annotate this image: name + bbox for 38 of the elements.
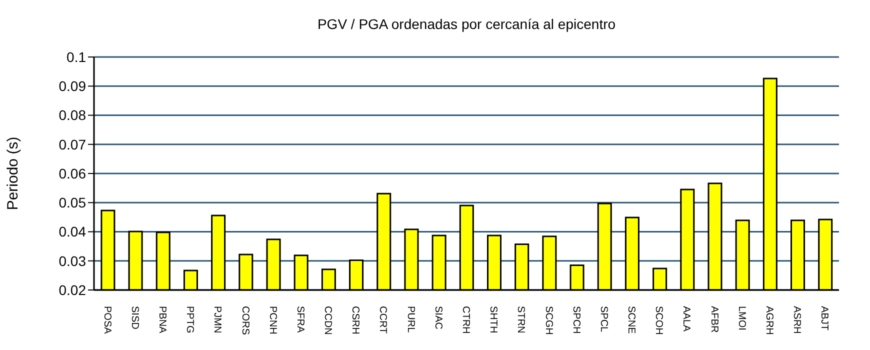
y-tick-label: 0.02 <box>58 282 86 298</box>
x-tick-label: SCNE <box>626 306 637 334</box>
x-tick-label: CSRH <box>350 306 361 334</box>
y-tick-label: 0.09 <box>58 78 86 94</box>
x-tick-label: CTRH <box>460 306 471 334</box>
x-tick-label: SCOH <box>653 306 664 335</box>
y-tick-label: 0.04 <box>58 224 86 240</box>
x-tick-label: SISD <box>128 306 140 330</box>
x-tick-label: CCRT <box>377 306 388 334</box>
x-tick-label: POSA <box>101 306 112 334</box>
x-tick-label: PBNA <box>156 306 168 334</box>
x-tick-label: PURL <box>404 306 416 334</box>
x-tick-label: AGRH <box>764 306 775 335</box>
x-tick-label: SPCL <box>598 306 609 333</box>
y-tick-label: 0.1 <box>66 48 86 65</box>
y-axis-title: Periodo (s) <box>4 136 22 210</box>
y-tick-label: 0.08 <box>58 107 86 124</box>
x-tick-label: SHTH <box>488 306 499 334</box>
y-tick-label: 0.05 <box>58 194 86 211</box>
x-tick-label: ASRH <box>791 306 802 334</box>
x-tick-label: PJMN <box>212 306 223 334</box>
x-tick-label: STRN <box>515 306 526 334</box>
x-tick-label: SPCH <box>570 306 582 334</box>
x-tick-label: SIAC <box>432 306 444 330</box>
x-tick-label: PPTG <box>184 306 196 334</box>
x-tick-label: AFBR <box>708 306 720 333</box>
y-tick-label: 0.07 <box>58 136 86 152</box>
x-tick-label: PCNH <box>266 306 278 334</box>
x-tick-label: ABJT <box>818 306 830 330</box>
chart-title: PGV / PGA ordenadas por cercanía al epicentro <box>316 16 617 32</box>
x-tick-label: LMOI <box>736 306 747 330</box>
x-tick-label: CCDN <box>322 306 334 335</box>
y-tick-label: 0.06 <box>58 165 86 182</box>
x-tick-label: SCGH <box>542 306 554 335</box>
x-tick-label: SFRA <box>294 306 306 333</box>
x-tick-label: CORS <box>239 306 250 336</box>
x-tick-label: AALA <box>680 306 692 332</box>
y-tick-label: 0.03 <box>58 252 86 269</box>
